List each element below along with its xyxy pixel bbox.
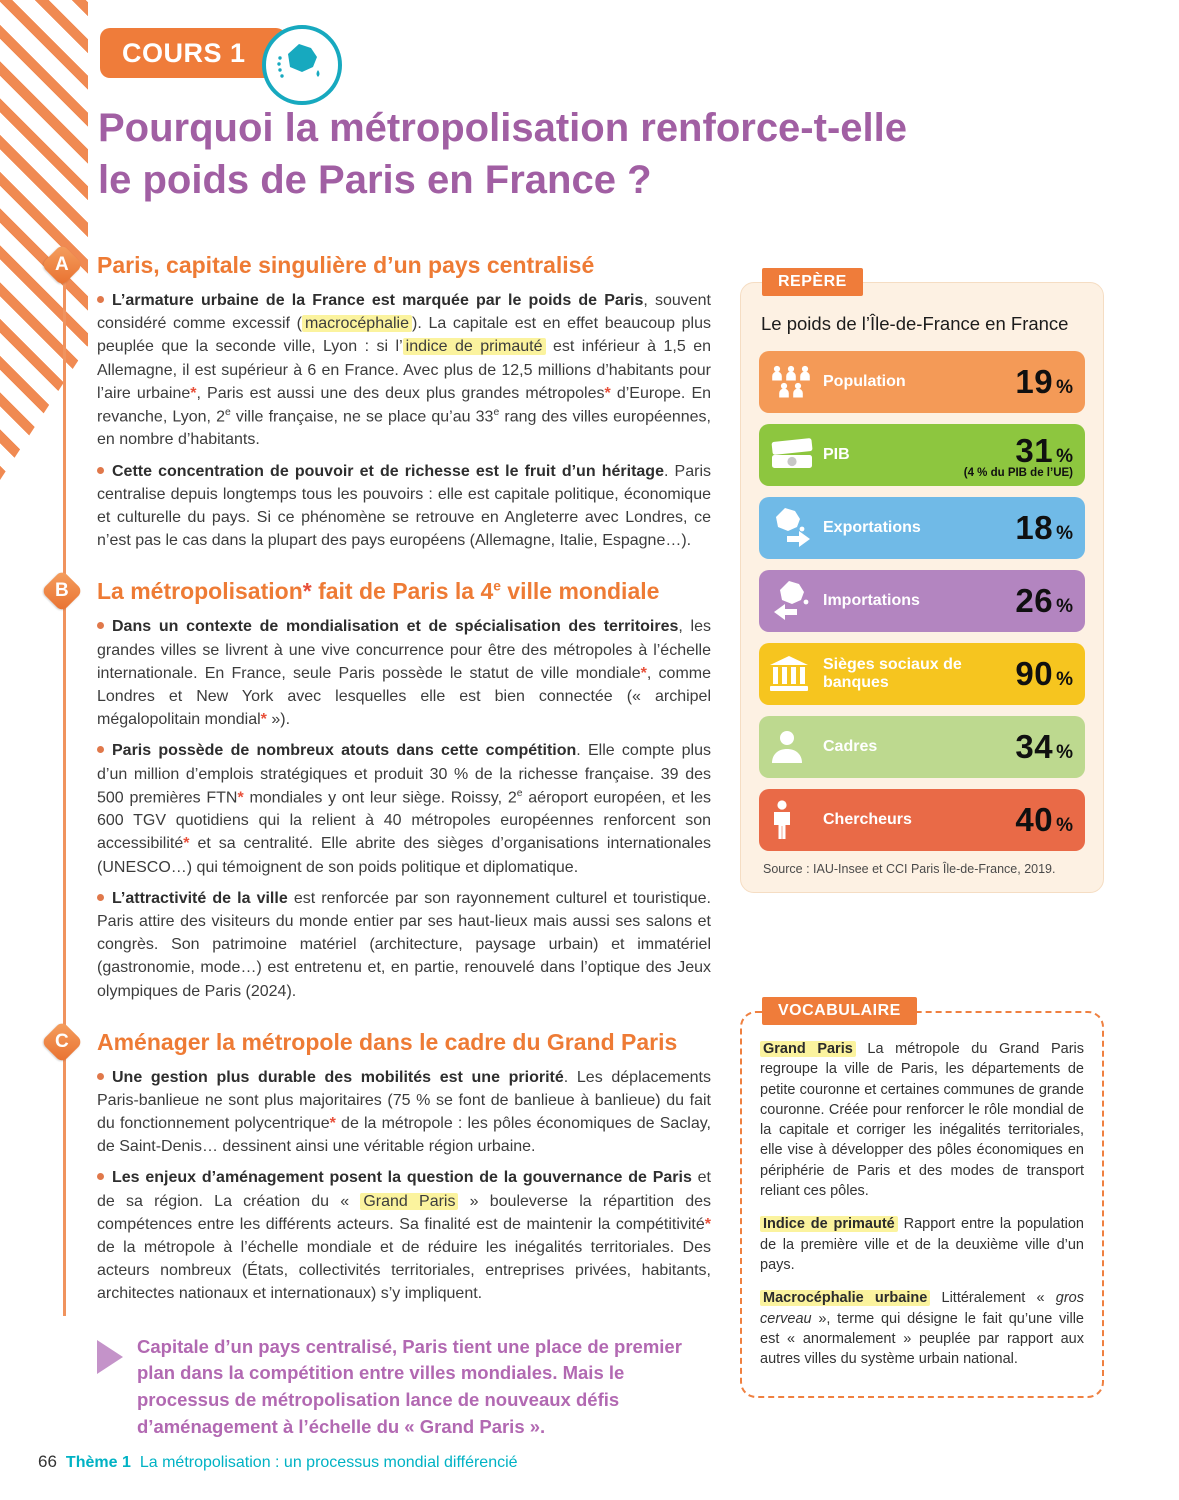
section-b-letter: B xyxy=(55,580,69,602)
vocab-entry-indice-de-primaute: Indice de primauté Rapport entre la popu… xyxy=(760,1216,1084,1273)
repere-badge: REPÈRE xyxy=(762,268,863,296)
stat-row-pib: PIB 31% (4 % du PIB de l’UE) xyxy=(759,424,1085,486)
stat-label: Exportations xyxy=(823,518,921,536)
stat-value: 18% xyxy=(1015,509,1073,546)
main-column: A Paris, capitale singulière d’un pays c… xyxy=(40,243,711,1441)
import-icon xyxy=(769,580,823,622)
stat-value: 19% xyxy=(1015,363,1073,400)
population-icon xyxy=(769,364,823,400)
stat-value: 90% xyxy=(1015,655,1073,692)
page-footer: 66 Thème 1 La métropolisation : un proce… xyxy=(38,1452,518,1472)
stat-label: Importations xyxy=(823,591,920,609)
chapter-summary-text: Capitale d’un pays centralisé, Paris tie… xyxy=(137,1335,682,1438)
section-c-paragraph-1: Une gestion plus durable des mobilités e… xyxy=(97,1066,711,1159)
section-c: C Aménager la métropole dans le cadre du… xyxy=(40,1020,711,1306)
section-c-marker: C xyxy=(40,1020,84,1063)
repere-block: REPÈRE Le poids de l’Île-de-France en Fr… xyxy=(740,268,1104,893)
section-c-paragraph-2: Les enjeux d’aménagement posent la quest… xyxy=(97,1166,711,1305)
section-a-paragraph-1: L’armature urbaine de la France est marq… xyxy=(97,289,711,452)
section-b-marker: B xyxy=(40,570,84,613)
stat-value: 31% (4 % du PIB de l’UE) xyxy=(963,431,1073,479)
vocabulaire-box: Grand Paris La métropole du Grand Paris … xyxy=(740,1011,1104,1399)
stat-row-sieges-sociaux: Sièges sociaux de banques 90% xyxy=(759,643,1085,705)
export-icon xyxy=(769,507,823,549)
page-number: 66 xyxy=(38,1452,57,1471)
researcher-icon xyxy=(769,800,823,840)
theme-title: La métropolisation : un processus mondia… xyxy=(139,1454,518,1471)
stat-row-importations: Importations 26% xyxy=(759,570,1085,632)
section-a: A Paris, capitale singulière d’un pays c… xyxy=(40,243,711,553)
vocabulaire-badge: VOCABULAIRE xyxy=(762,997,917,1025)
stat-row-population: Population 19% xyxy=(759,351,1085,413)
repere-source: Source : IAU-Insee et CCI Paris Île-de-F… xyxy=(763,862,1056,876)
stat-row-exportations: Exportations 18% xyxy=(759,497,1085,559)
stat-label: Population xyxy=(823,372,906,390)
executive-icon xyxy=(769,729,823,765)
stat-label: PIB xyxy=(823,445,850,463)
section-c-heading: Aménager la métropole dans le cadre du G… xyxy=(97,1028,678,1055)
page-title: Pourquoi la métropolisation renforce-t-e… xyxy=(98,106,907,202)
france-map-icon xyxy=(262,25,342,105)
stat-note: (4 % du PIB de l’UE) xyxy=(963,466,1073,479)
vocab-entry-macrocephalie-urbaine: Macrocéphalie urbaine Littéralement « gr… xyxy=(760,1290,1084,1368)
vocabulaire-block: VOCABULAIRE Grand Paris La métropole du … xyxy=(740,997,1104,1399)
arrow-right-icon xyxy=(97,1339,123,1374)
section-a-letter: A xyxy=(55,253,69,275)
stat-value: 34% xyxy=(1015,728,1073,765)
corner-stripes-decoration xyxy=(0,0,88,480)
course-badge: COURS 1 xyxy=(100,28,286,78)
section-c-letter: C xyxy=(55,1030,69,1052)
section-a-paragraph-2: Cette concentration de pouvoir et de ric… xyxy=(97,460,711,553)
theme-label: Thème 1 xyxy=(65,1454,131,1471)
stat-label: Cadres xyxy=(823,737,878,755)
stat-row-chercheurs: Chercheurs 40% xyxy=(759,789,1085,851)
section-b-paragraph-3: L’attractivité de la ville est renforcée… xyxy=(97,887,711,1003)
repere-box: Le poids de l’Île-de-France en France Po… xyxy=(740,282,1104,893)
sidebar-column: REPÈRE Le poids de l’Île-de-France en Fr… xyxy=(740,268,1104,1399)
bank-icon xyxy=(769,655,823,693)
stat-row-cadres: Cadres 34% xyxy=(759,716,1085,778)
section-b-heading: La métropolisation* fait de Paris la 4e … xyxy=(97,578,660,605)
stat-value: 40% xyxy=(1015,801,1073,838)
stat-value: 26% xyxy=(1015,582,1073,619)
section-b-paragraph-2: Paris possède de nombreux atouts dans ce… xyxy=(97,739,711,878)
course-badge-label: COURS 1 xyxy=(122,37,246,68)
section-a-heading: Paris, capitale singulière d’un pays cen… xyxy=(97,252,595,278)
stat-label: Chercheurs xyxy=(823,810,912,828)
left-rule-decoration xyxy=(63,258,66,1316)
section-b-paragraph-1: Dans un contexte de mondialisation et de… xyxy=(97,615,711,731)
repere-title: Le poids de l’Île-de-France en France xyxy=(761,313,1069,334)
france-map-glyph xyxy=(277,44,320,78)
money-icon xyxy=(769,438,823,472)
stat-label: Sièges sociaux de banques xyxy=(823,655,962,691)
chapter-summary: Capitale d’un pays centralisé, Paris tie… xyxy=(97,1334,709,1441)
section-b: B La métropolisation* fait de Paris la 4… xyxy=(40,570,711,1003)
vocab-entry-grand-paris: Grand Paris La métropole du Grand Paris … xyxy=(760,1041,1084,1200)
